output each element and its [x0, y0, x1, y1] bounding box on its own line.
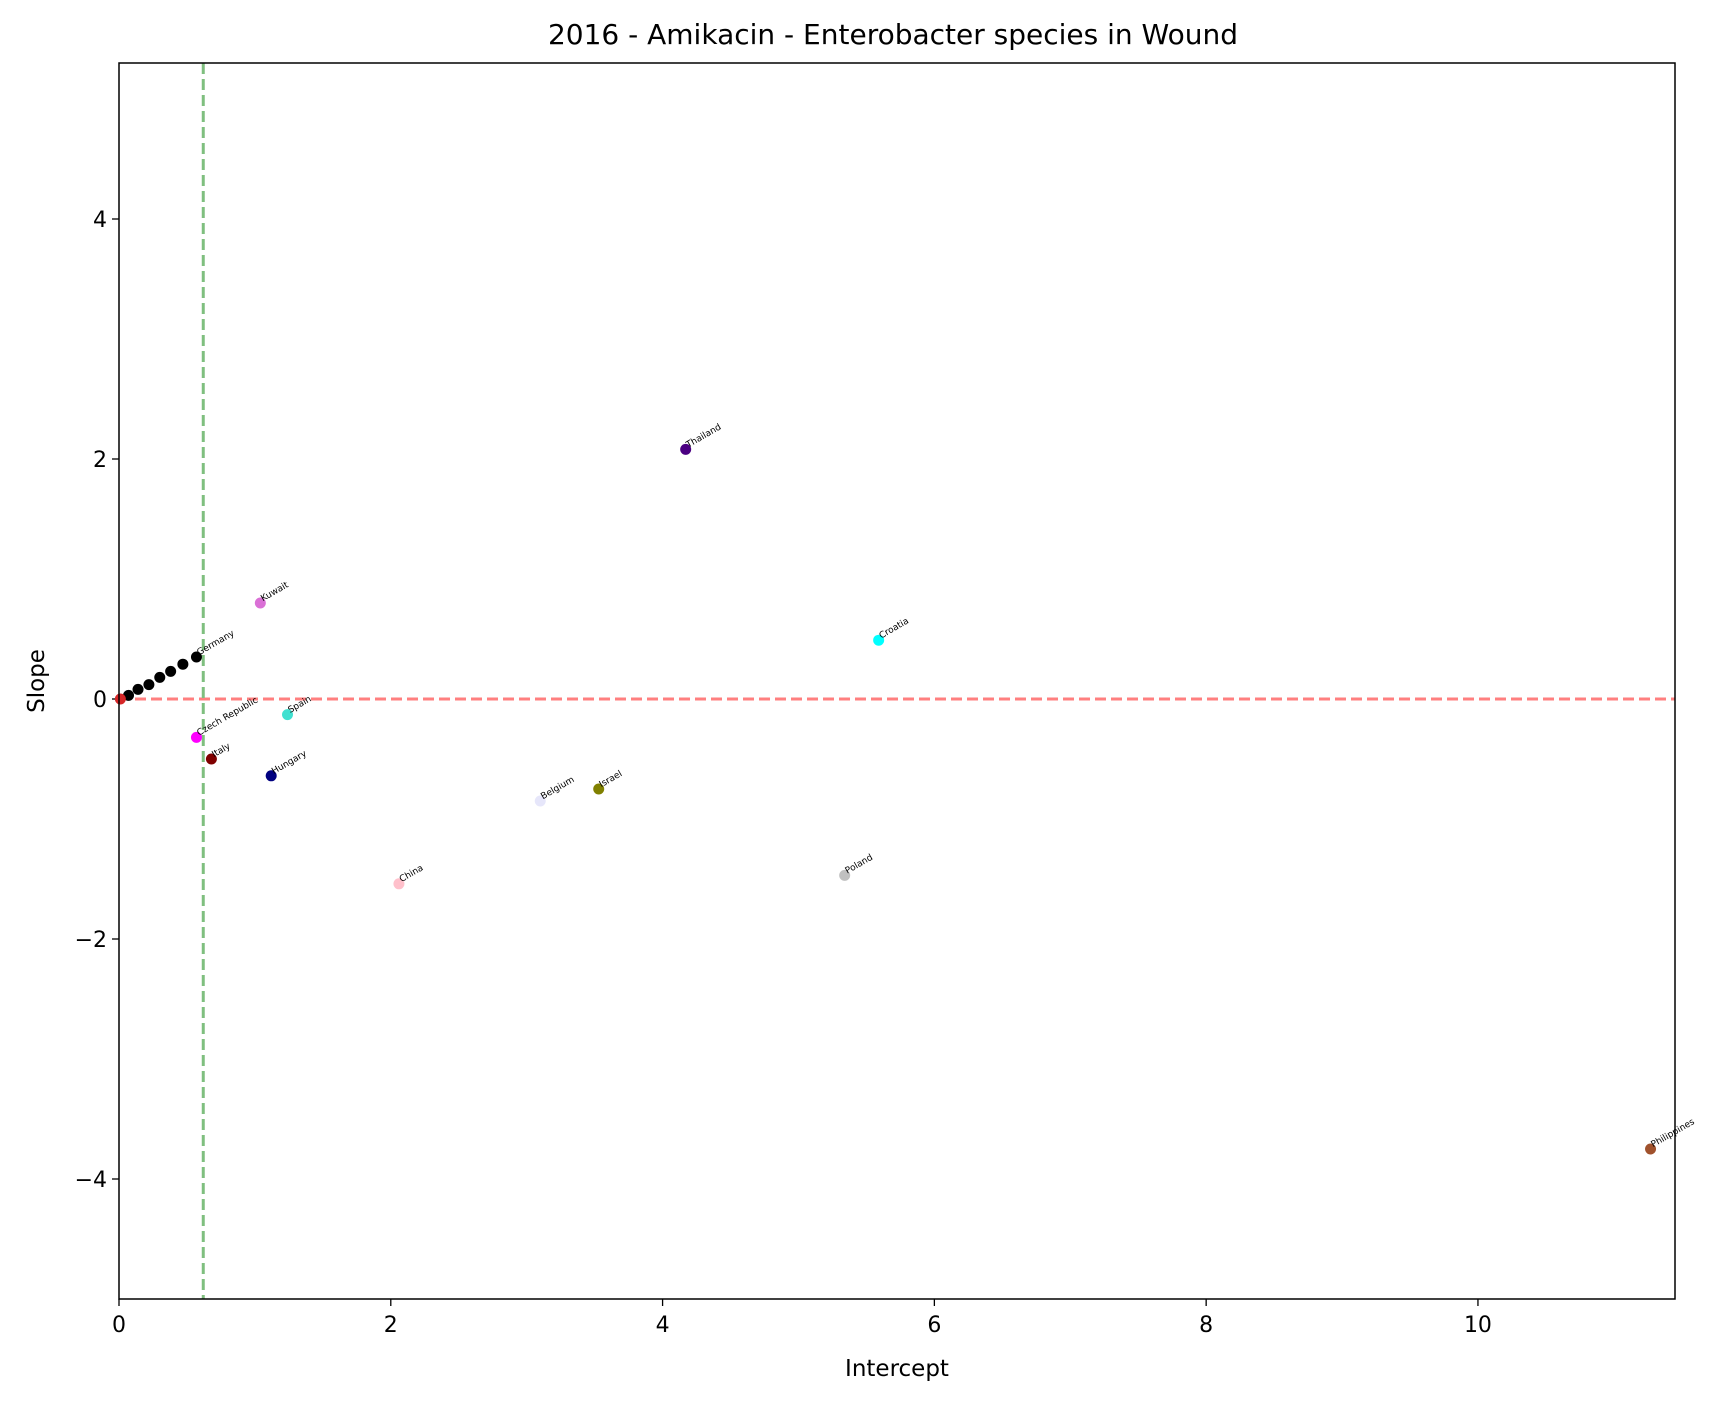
data-point — [154, 671, 166, 683]
plot-frame — [118, 62, 1676, 1300]
data-point — [1645, 1143, 1657, 1155]
data-point — [205, 753, 217, 765]
x-tick-label: 8 — [1199, 1313, 1213, 1338]
data-point — [873, 634, 885, 646]
data-point — [282, 709, 294, 721]
data-point — [132, 683, 144, 695]
data-point — [190, 651, 202, 663]
plot-area-background — [119, 63, 1675, 1299]
data-point — [165, 665, 177, 677]
x-tick-label: 4 — [656, 1313, 670, 1338]
data-point — [534, 795, 546, 807]
x-axis-label: Intercept — [845, 1356, 949, 1382]
data-point — [143, 679, 155, 691]
data-point — [839, 869, 851, 881]
x-tick-label: 2 — [384, 1313, 398, 1338]
y-tick-label: −4 — [75, 1168, 107, 1193]
x-tick-label: 10 — [1464, 1313, 1492, 1338]
x-tick-label: 0 — [112, 1313, 126, 1338]
y-tick-label: 4 — [93, 208, 107, 233]
data-point — [393, 878, 405, 890]
data-point — [190, 731, 202, 743]
y-tick-label: 2 — [93, 448, 107, 473]
data-point — [114, 693, 126, 705]
y-axis-label: Slope — [24, 649, 50, 713]
data-point — [265, 770, 277, 782]
y-tick-label: −2 — [75, 928, 107, 953]
reference-lines — [119, 63, 1675, 1299]
y-tick-label: 0 — [93, 688, 107, 713]
axis-ticks: 0 2 4 6 8 10 −4 −2 0 2 4 — [75, 208, 1492, 1338]
x-tick-label: 6 — [927, 1313, 941, 1338]
chart-title: 2016 - Amikacin - Enterobacter species i… — [548, 18, 1238, 51]
data-point — [593, 783, 605, 795]
data-points — [114, 443, 1657, 1155]
data-point — [680, 443, 692, 455]
data-point — [254, 597, 266, 609]
data-point — [177, 658, 189, 670]
